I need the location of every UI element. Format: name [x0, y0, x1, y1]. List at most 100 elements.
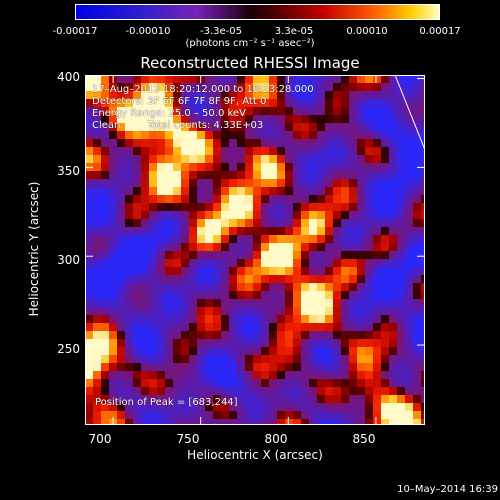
heatmap-cell [141, 275, 150, 284]
heatmap-cell [341, 347, 350, 356]
heatmap-cell [381, 107, 390, 116]
heatmap-cell [261, 115, 270, 124]
heatmap-cell [245, 195, 254, 204]
heatmap-cell [125, 187, 134, 196]
heatmap-cell [125, 99, 134, 108]
heatmap-cell [309, 387, 318, 396]
heatmap-cell [157, 99, 166, 108]
heatmap-cell [237, 347, 246, 356]
heatmap-cell [389, 315, 398, 324]
heatmap-cell [213, 99, 222, 108]
heatmap-cell [253, 219, 262, 228]
heatmap-cell [181, 355, 190, 364]
heatmap-cell [149, 299, 158, 308]
heatmap-cell [301, 99, 310, 108]
heatmap-cell [173, 283, 182, 292]
heatmap-cell [93, 275, 102, 284]
heatmap-cell [301, 371, 310, 380]
heatmap-cell [261, 355, 270, 364]
y-tick-label: 300 [57, 253, 80, 267]
heatmap-cell [389, 155, 398, 164]
heatmap-cell [373, 331, 382, 340]
heatmap-cell [213, 163, 222, 172]
heatmap-cell [261, 339, 270, 348]
heatmap-cell [109, 107, 118, 116]
heatmap-cell [125, 155, 134, 164]
heatmap-cell [325, 259, 334, 268]
heatmap-cell [285, 139, 294, 148]
heatmap-cell [117, 131, 126, 140]
x-tick-label: 850 [352, 432, 376, 446]
heatmap-cell [365, 115, 374, 124]
heatmap-cell [261, 315, 270, 324]
heatmap-cell [189, 307, 198, 316]
heatmap-cell [389, 91, 398, 100]
heatmap-cell [93, 147, 102, 156]
heatmap-cell [325, 371, 334, 380]
heatmap-cell [157, 299, 166, 308]
heatmap-cell [261, 347, 270, 356]
heatmap-cell [261, 283, 270, 292]
heatmap-cell [389, 75, 398, 84]
heatmap-cell [325, 123, 334, 132]
heatmap-cell [181, 403, 190, 412]
heatmap-cell [85, 339, 94, 348]
heatmap-cell [157, 275, 166, 284]
heatmap-cell [245, 395, 254, 404]
heatmap-cell [365, 363, 374, 372]
heatmap-cell [317, 75, 326, 84]
heatmap-cell [277, 275, 286, 284]
heatmap-cell [101, 179, 110, 188]
heatmap-cell [85, 259, 94, 268]
heatmap-cell [173, 363, 182, 372]
heatmap-cell [389, 371, 398, 380]
heatmap-cell [165, 203, 174, 212]
heatmap-cell [221, 179, 230, 188]
heatmap-cell [325, 115, 334, 124]
heatmap-cell [349, 411, 358, 420]
heatmap-cell [125, 123, 134, 132]
heatmap-cell [85, 355, 94, 364]
heatmap-cell [205, 331, 214, 340]
heatmap-cell [277, 403, 286, 412]
heatmap-cell [213, 339, 222, 348]
heatmap-cell [205, 323, 214, 332]
heatmap-cell [293, 387, 302, 396]
heatmap-cell [253, 323, 262, 332]
heatmap-cell [421, 315, 425, 324]
heatmap-cell [165, 227, 174, 236]
heatmap-cell [141, 227, 150, 236]
heatmap-cell [253, 155, 262, 164]
heatmap-cell [421, 131, 425, 140]
heatmap-cell [245, 315, 254, 324]
heatmap-cell [341, 195, 350, 204]
heatmap-cell [85, 131, 94, 140]
heatmap-cell [181, 107, 190, 116]
heatmap-cell [237, 235, 246, 244]
heatmap-cell [189, 123, 198, 132]
heatmap-cell [285, 275, 294, 284]
heatmap-cell [221, 107, 230, 116]
heatmap-cell [149, 123, 158, 132]
heatmap-cell [117, 419, 126, 425]
heatmap-cell [405, 339, 414, 348]
heatmap-cell [229, 211, 238, 220]
heatmap-cell [157, 347, 166, 356]
heatmap-cell [165, 139, 174, 148]
heatmap-cell [293, 219, 302, 228]
heatmap-cell [333, 163, 342, 172]
heatmap-cell [93, 339, 102, 348]
heatmap-cell [349, 291, 358, 300]
heatmap-cell [277, 83, 286, 92]
heatmap-cell [421, 379, 425, 388]
heatmap-cell [181, 291, 190, 300]
heatmap-cell [229, 315, 238, 324]
heatmap-cell [109, 307, 118, 316]
heatmap-cell [197, 267, 206, 276]
heatmap-cell [229, 219, 238, 228]
heatmap-cell [381, 147, 390, 156]
heatmap-cell [269, 123, 278, 132]
heatmap-cell [181, 379, 190, 388]
heatmap-cell [357, 91, 366, 100]
heatmap-cell [109, 219, 118, 228]
